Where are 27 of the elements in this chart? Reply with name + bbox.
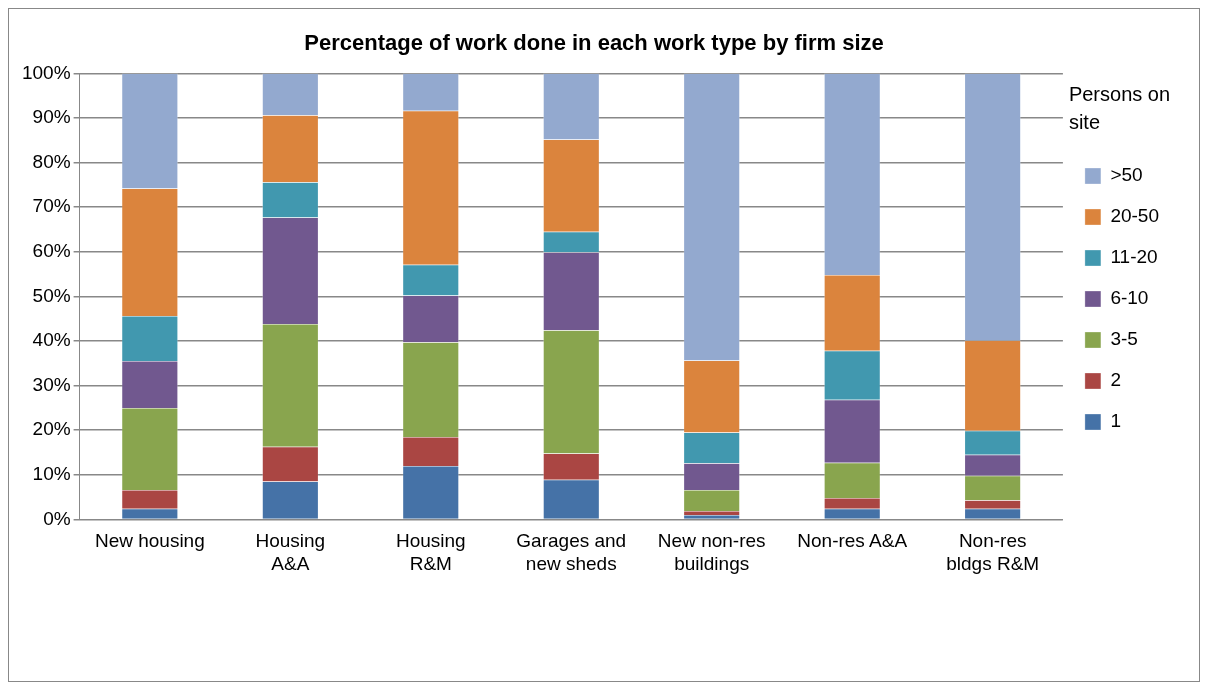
- x-tick-label: Housing R&M: [395, 530, 466, 574]
- legend-label: 1: [1110, 410, 1121, 432]
- x-tick-label: New housing: [94, 530, 205, 552]
- x-tick-label: New non-res buildings: [657, 530, 766, 574]
- y-tick-label: 0%: [43, 507, 71, 529]
- y-tick-label: 20%: [32, 418, 71, 440]
- x-tick-label: Non-res A&A: [797, 530, 908, 552]
- legend-label: 11-20: [1110, 246, 1158, 268]
- y-tick-label: 10%: [32, 463, 71, 485]
- y-tick-label: 100%: [21, 61, 71, 83]
- y-tick-label: 30%: [32, 373, 71, 395]
- y-tick-label: 60%: [32, 240, 71, 262]
- x-tick-label: Housing A&A: [255, 530, 326, 574]
- chart-title: Percentage of work done in each work type by firm size: [304, 30, 884, 56]
- legend-label: 2: [1110, 369, 1121, 391]
- legend-label: 20-50: [1110, 205, 1160, 227]
- y-tick-label: 40%: [32, 329, 71, 351]
- x-tick-label: Garages and new sheds: [516, 530, 627, 574]
- legend-label: 6-10: [1110, 287, 1149, 309]
- legend-label: >50: [1110, 164, 1143, 186]
- y-tick-label: 90%: [32, 106, 71, 128]
- x-tick-label: Non-res bldgs R&M: [946, 530, 1040, 574]
- y-tick-label: 70%: [32, 195, 71, 217]
- legend-title: Persons on site: [1068, 82, 1171, 133]
- y-tick-label: 50%: [32, 284, 71, 306]
- legend-label: 3-5: [1110, 328, 1138, 350]
- y-tick-label: 80%: [32, 150, 71, 172]
